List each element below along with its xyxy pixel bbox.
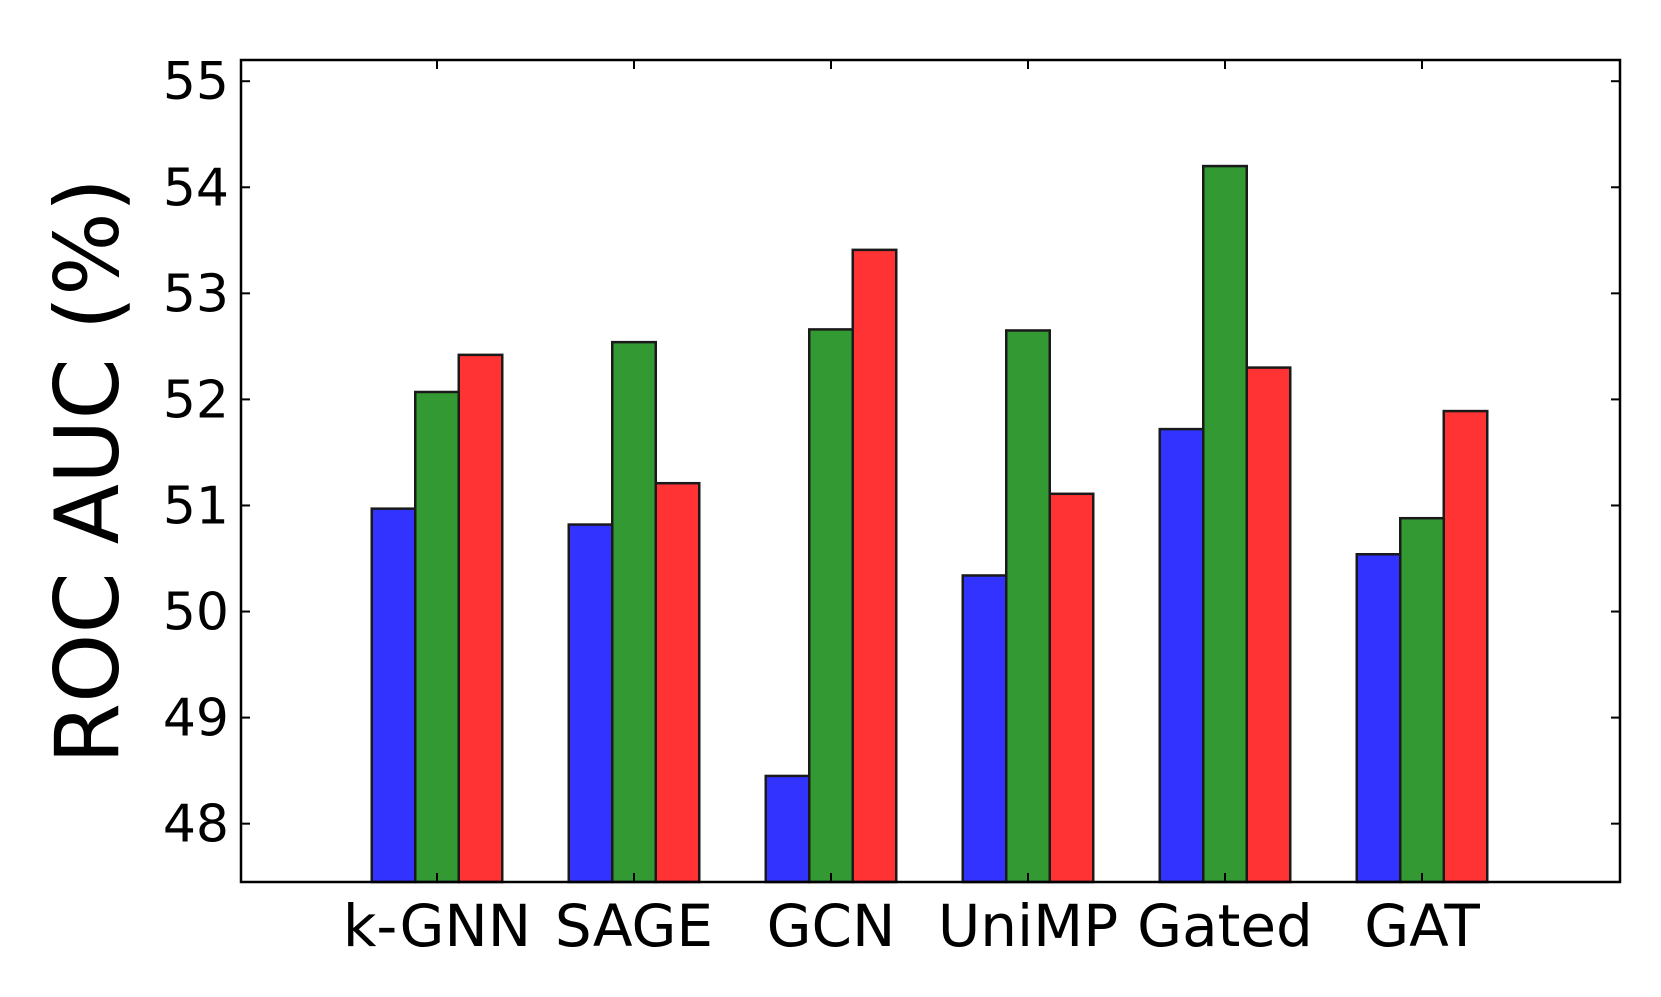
bar-k-gnn-series-3 — [457, 353, 504, 884]
ytick-label: 54 — [163, 158, 229, 218]
bar-gat-series-1 — [1355, 553, 1402, 884]
y-axis-label: ROC AUC (%) — [36, 178, 139, 764]
bars-group — [370, 164, 1489, 884]
bar-k-gnn-series-1 — [370, 507, 417, 884]
bar-gated-series-1 — [1158, 427, 1205, 884]
bar-sage-series-1 — [567, 523, 614, 884]
xtick-label-unimp: UniMP — [938, 892, 1118, 960]
xtick-label-k-gnn: k-GNN — [343, 892, 531, 960]
bar-unimp-series-1 — [961, 574, 1008, 884]
bar-unimp-series-2 — [1005, 329, 1051, 884]
bar-sage-series-3 — [654, 481, 701, 884]
ytick-label: 48 — [163, 795, 229, 855]
bar-gat-series-3 — [1442, 409, 1489, 884]
xtick-label-gat: GAT — [1364, 892, 1480, 960]
ytick-label: 52 — [163, 370, 229, 430]
x-category-labels: k-GNN SAGE GCN UniMP Gated GAT — [343, 892, 1481, 960]
y-tick-labels: 48 49 50 51 52 53 54 55 — [163, 52, 229, 854]
bar-gcn-series-2 — [808, 328, 854, 884]
bar-gcn-series-3 — [851, 248, 898, 884]
axes-frame — [239, 58, 1622, 884]
bar-k-gnn-series-2 — [414, 390, 460, 884]
bar-unimp-series-3 — [1048, 492, 1095, 884]
ytick-label: 51 — [163, 476, 229, 536]
ytick-label: 49 — [163, 689, 229, 749]
bar-gated-series-2 — [1202, 164, 1248, 884]
ytick-label: 50 — [163, 583, 229, 643]
ticks-group — [241, 60, 1620, 882]
xtick-label-gated: Gated — [1137, 892, 1313, 960]
xtick-label-gcn: GCN — [767, 892, 896, 960]
bar-sage-series-2 — [611, 340, 657, 884]
ytick-label: 53 — [163, 264, 229, 324]
xtick-label-sage: SAGE — [555, 892, 713, 960]
bar-gated-series-3 — [1245, 366, 1292, 884]
bar-gat-series-2 — [1399, 516, 1445, 884]
ytick-label: 55 — [163, 52, 229, 112]
bar-gcn-series-1 — [764, 774, 811, 884]
